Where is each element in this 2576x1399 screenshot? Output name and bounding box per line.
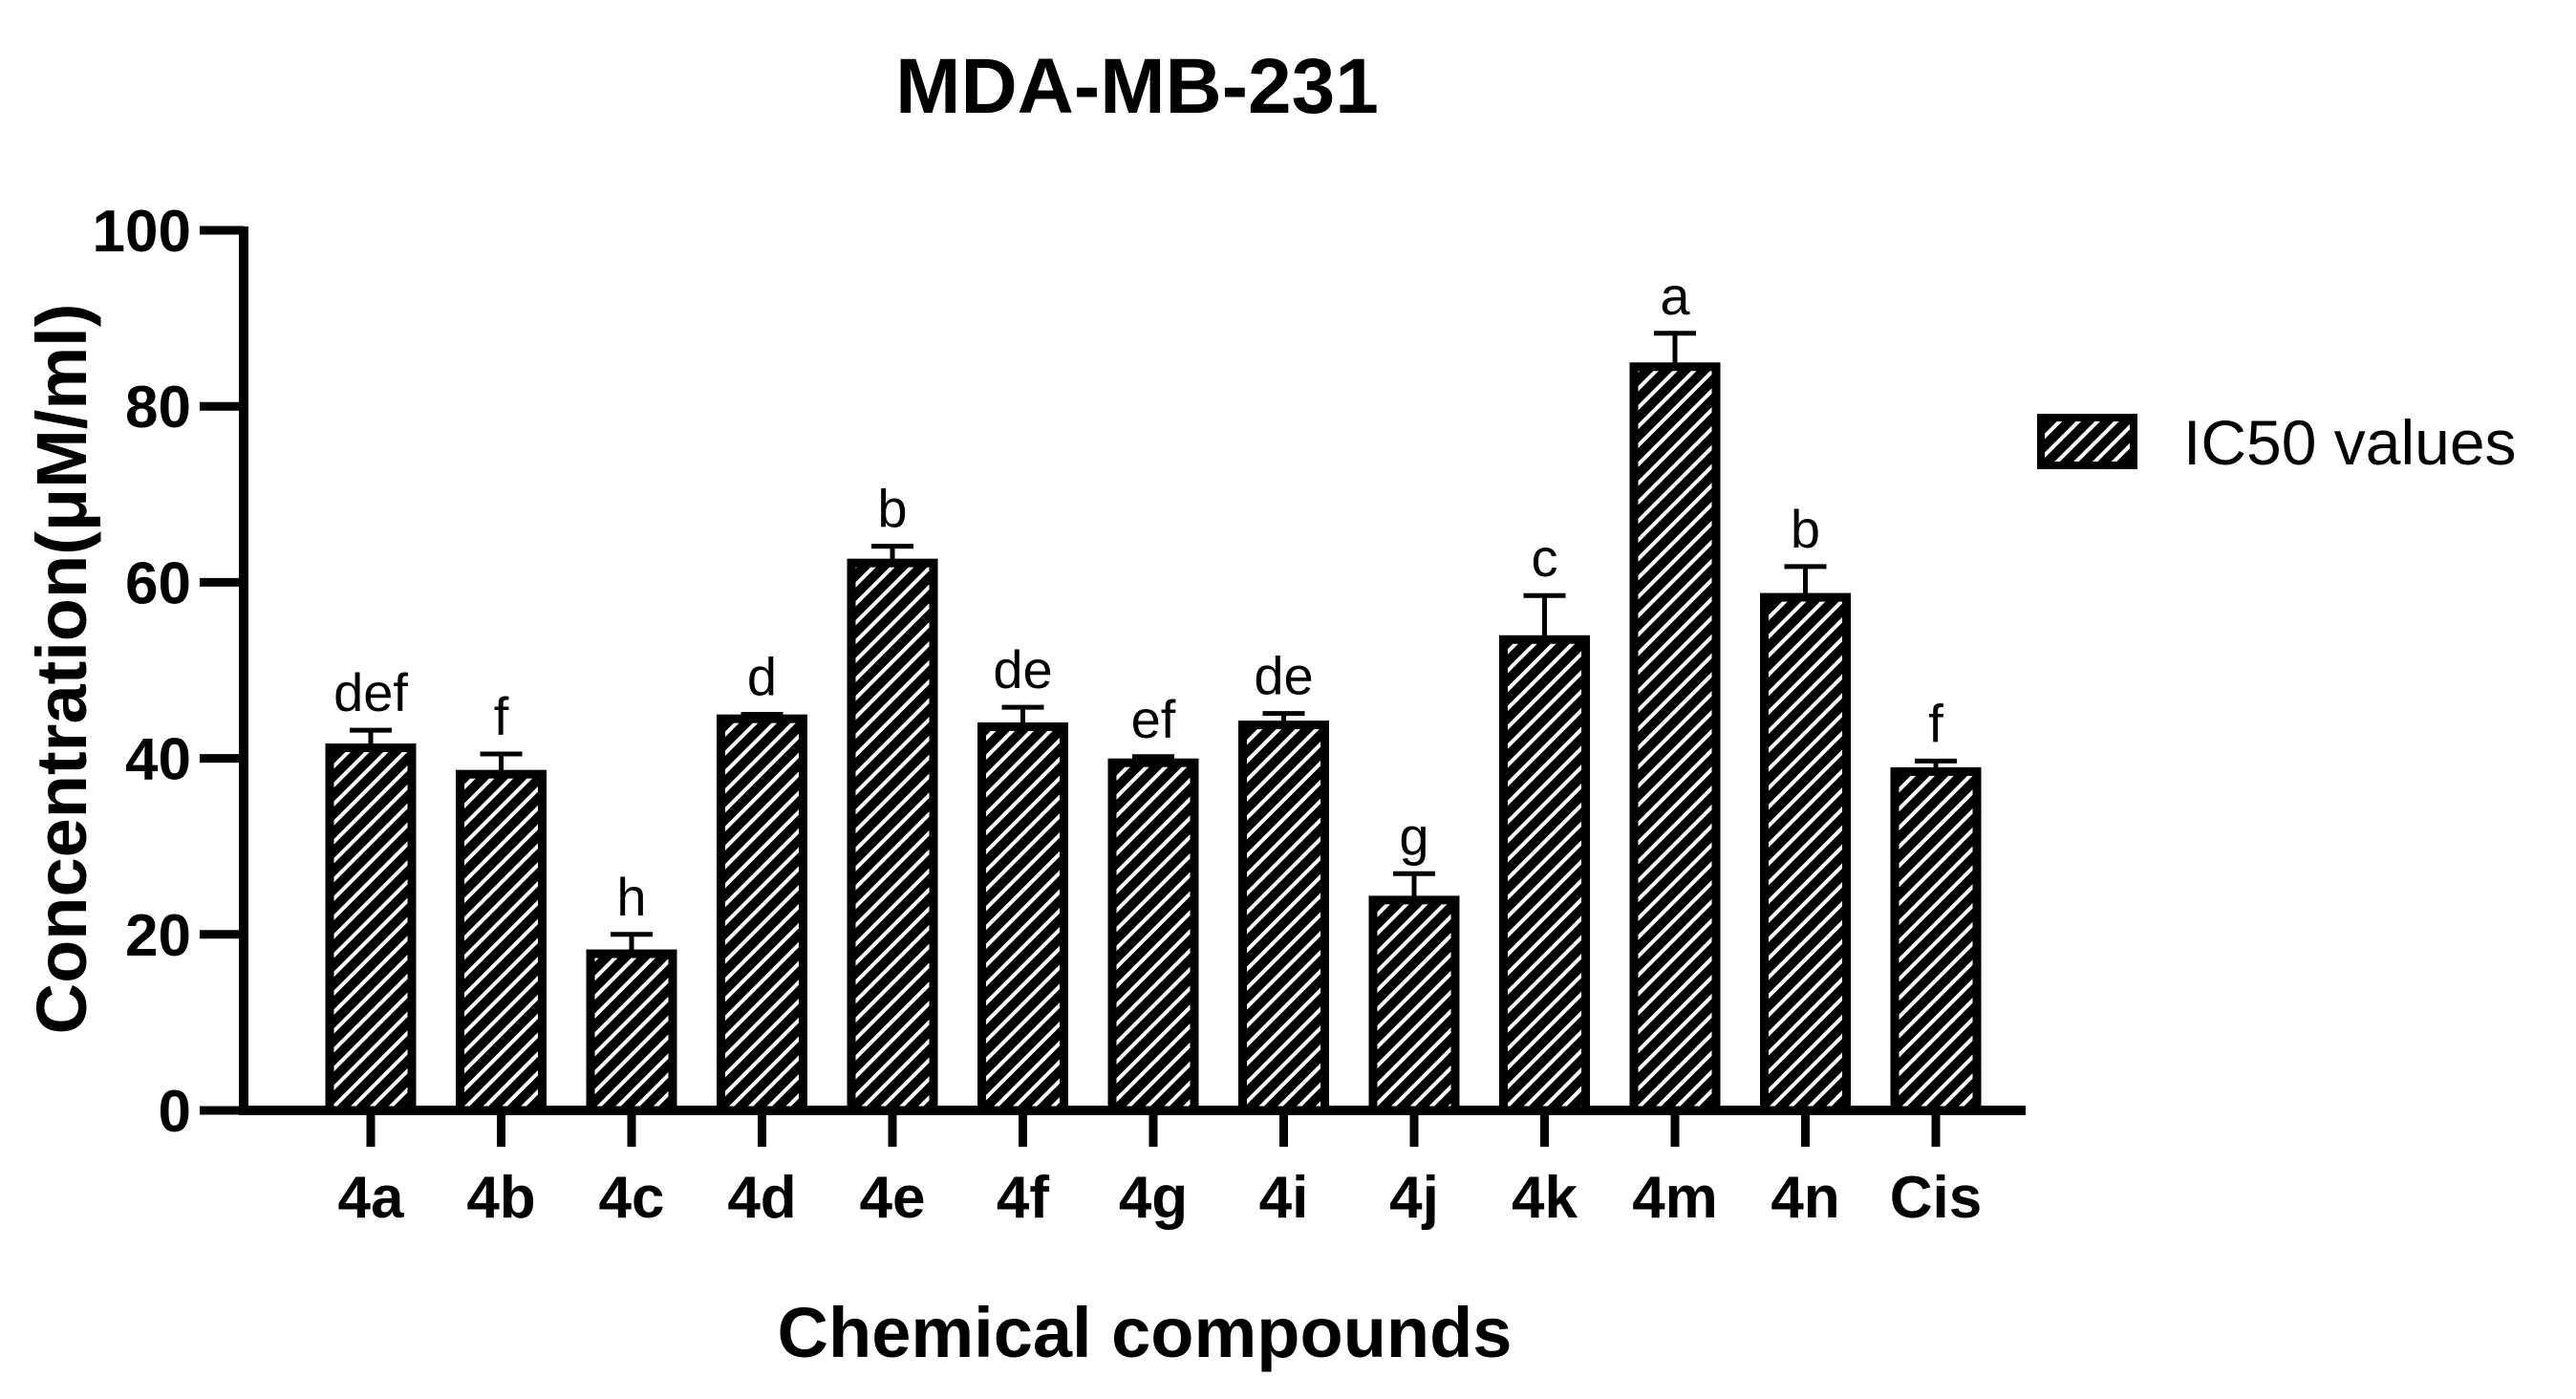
x-tick-label: 4i xyxy=(1259,1165,1309,1231)
significance-label: ef xyxy=(1131,689,1176,749)
x-tick-label: 4d xyxy=(727,1165,796,1231)
significance-label: d xyxy=(747,647,777,707)
x-tick-label: 4a xyxy=(338,1165,404,1231)
bar-4i xyxy=(1238,721,1329,1115)
x-tick-label: 4k xyxy=(1512,1165,1578,1231)
legend-swatch xyxy=(2037,414,2137,469)
bar-4d xyxy=(717,714,807,1115)
legend: IC50 values xyxy=(2037,407,2517,478)
bar-4k xyxy=(1499,635,1590,1115)
significance-label: f xyxy=(494,686,509,746)
x-tick-label: 4f xyxy=(997,1165,1049,1231)
significance-label: b xyxy=(877,479,907,539)
y-tick-label: 60 xyxy=(125,550,191,616)
bar-4c xyxy=(586,949,677,1115)
plot-area: 0 20 40 60 80 100 def 4a f 4b h 4c d 4d b 4e de 4f ef 4g de 4… xyxy=(93,199,2026,1231)
x-tick-label: 4b xyxy=(466,1165,535,1231)
legend-label: IC50 values xyxy=(2183,407,2517,478)
y-tick-label: 0 xyxy=(159,1079,191,1145)
significance-label: c xyxy=(1532,527,1558,588)
significance-label: def xyxy=(333,662,408,722)
y-tick-label: 40 xyxy=(125,727,191,793)
bar-4j xyxy=(1368,895,1460,1115)
y-tick-label: 20 xyxy=(125,903,191,969)
bar-4e xyxy=(847,558,938,1115)
significance-label: de xyxy=(993,639,1052,700)
x-tick-label: 4j xyxy=(1389,1165,1439,1231)
y-tick-label: 80 xyxy=(125,375,191,441)
x-axis-title: Chemical compounds xyxy=(778,1293,1513,1372)
y-tick-label: 100 xyxy=(93,199,191,265)
x-tick-label: 4m xyxy=(1632,1165,1718,1231)
x-tick-label: 4n xyxy=(1771,1165,1839,1231)
significance-label: g xyxy=(1399,806,1428,866)
bar-4a xyxy=(325,743,417,1115)
bar-4n xyxy=(1760,592,1851,1115)
bar-4b xyxy=(456,769,547,1115)
y-axis-title: Concentration(μM/ml) xyxy=(22,304,101,1035)
significance-label: de xyxy=(1254,646,1313,706)
significance-label: h xyxy=(616,867,646,927)
bar-4m xyxy=(1629,362,1721,1115)
x-tick-label: 4g xyxy=(1119,1165,1188,1231)
x-tick-label: 4c xyxy=(599,1165,665,1231)
x-tick-label: Cis xyxy=(1890,1165,1982,1231)
chart-title: MDA-MB-231 xyxy=(895,43,1379,130)
x-tick-label: 4e xyxy=(860,1165,926,1231)
significance-label: a xyxy=(1660,266,1690,326)
significance-label: f xyxy=(1928,693,1943,753)
bar-4g xyxy=(1107,758,1199,1115)
bar-Cis xyxy=(1890,766,1982,1115)
significance-label: b xyxy=(1791,499,1820,559)
bar-4f xyxy=(977,721,1068,1115)
